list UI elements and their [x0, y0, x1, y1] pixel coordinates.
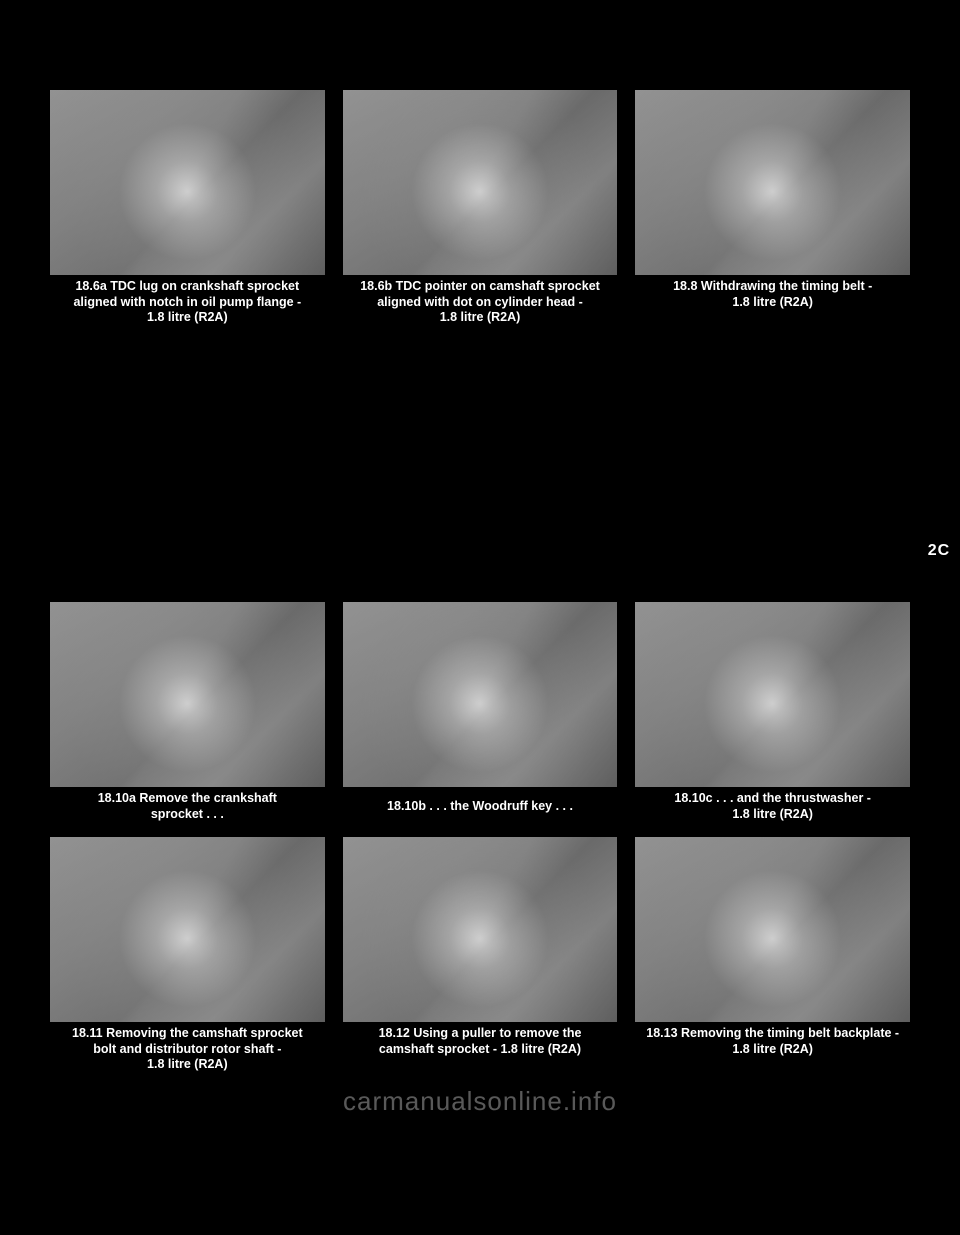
photo-18-10a — [50, 602, 325, 787]
caption-18-6a: 18.6a TDC lug on crankshaft sprocket ali… — [50, 275, 325, 332]
manual-page: 18.6a TDC lug on crankshaft sprocket ali… — [0, 0, 960, 1139]
caption-18-10b: 18.10b . . . the Woodruff key . . . — [343, 787, 618, 829]
photo-18-13 — [635, 837, 910, 1022]
fig-18-6b: 18.6b TDC pointer on camshaft sprocket a… — [343, 90, 618, 332]
photo-18-8 — [635, 90, 910, 275]
fig-18-13: 18.13 Removing the timing belt backplate… — [635, 837, 910, 1079]
caption-18-11: 18.11 Removing the camshaft sprocket bol… — [50, 1022, 325, 1079]
section-tab: 2C — [918, 530, 960, 572]
fig-18-10b: 18.10b . . . the Woodruff key . . . — [343, 602, 618, 829]
caption-18-12: 18.12 Using a puller to remove the camsh… — [343, 1022, 618, 1064]
photo-18-6a — [50, 90, 325, 275]
fig-18-10c: 18.10c . . . and the thrustwasher - 1.8 … — [635, 602, 910, 829]
figure-row-1: 18.6a TDC lug on crankshaft sprocket ali… — [50, 90, 910, 332]
caption-18-13: 18.13 Removing the timing belt backplate… — [635, 1022, 910, 1064]
photo-18-12 — [343, 837, 618, 1022]
figure-row-3: 18.11 Removing the camshaft sprocket bol… — [50, 837, 910, 1079]
fig-18-8: 18.8 Withdrawing the timing belt - 1.8 l… — [635, 90, 910, 332]
caption-18-10a: 18.10a Remove the crankshaft sprocket . … — [50, 787, 325, 829]
photo-18-10c — [635, 602, 910, 787]
caption-18-6b: 18.6b TDC pointer on camshaft sprocket a… — [343, 275, 618, 332]
photo-18-10b — [343, 602, 618, 787]
fig-18-12: 18.12 Using a puller to remove the camsh… — [343, 837, 618, 1079]
caption-18-10c: 18.10c . . . and the thrustwasher - 1.8 … — [635, 787, 910, 829]
fig-18-6a: 18.6a TDC lug on crankshaft sprocket ali… — [50, 90, 325, 332]
photo-18-6b — [343, 90, 618, 275]
fig-18-10a: 18.10a Remove the crankshaft sprocket . … — [50, 602, 325, 829]
photo-18-11 — [50, 837, 325, 1022]
fig-18-11: 18.11 Removing the camshaft sprocket bol… — [50, 837, 325, 1079]
figure-row-2: 18.10a Remove the crankshaft sprocket . … — [50, 602, 910, 829]
caption-18-8: 18.8 Withdrawing the timing belt - 1.8 l… — [635, 275, 910, 317]
